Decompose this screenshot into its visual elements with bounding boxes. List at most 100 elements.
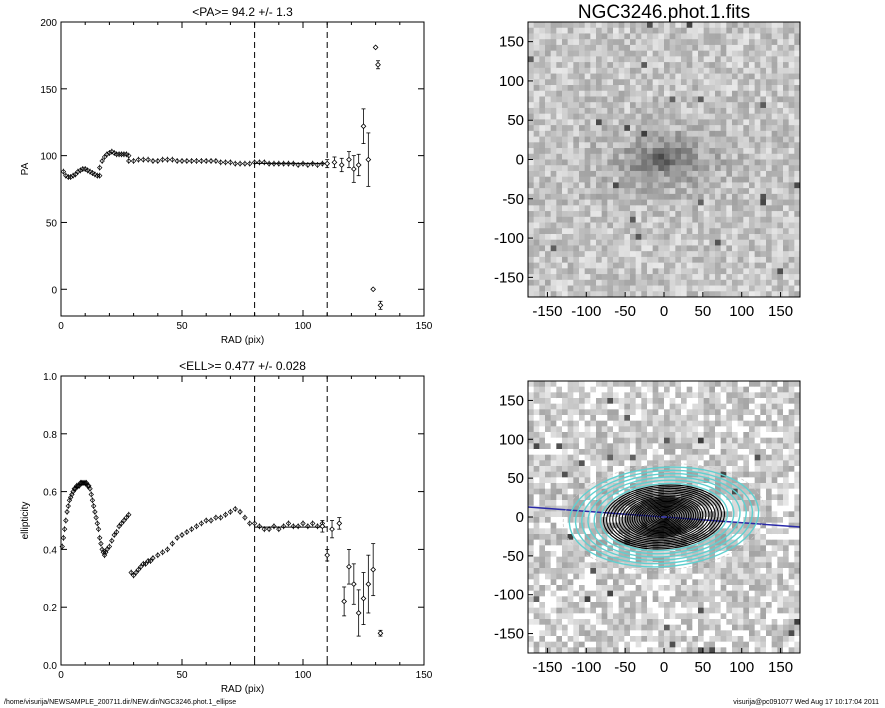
pa-point (300, 160, 306, 167)
img2-xtick-label: 50 (695, 659, 712, 676)
pa-point (123, 151, 130, 157)
pa-point (203, 158, 209, 164)
ell-outer-point (350, 581, 357, 587)
pa-point (106, 150, 113, 156)
pa-ytick-label: 150 (40, 85, 57, 96)
ell-point (98, 540, 104, 547)
img1-xtick-label: -100 (571, 303, 601, 320)
pa-point (242, 160, 248, 167)
ell-outer-point (370, 566, 377, 573)
ell-xlabel: RAD (pix) (221, 684, 264, 695)
ell-point (203, 517, 209, 524)
ell-point (280, 523, 287, 529)
pa-point (101, 154, 108, 160)
pa-outer-point (360, 123, 367, 130)
img1-title: NGC3246.phot.1.fits (578, 2, 750, 23)
pa-point (266, 160, 272, 167)
ell-outer-point (329, 526, 335, 533)
pa-point (314, 162, 321, 168)
img2-xtick-label: 150 (768, 659, 793, 676)
pa-point (82, 166, 88, 172)
img2-inner-isophote (640, 504, 688, 530)
pa-point (218, 159, 224, 166)
pa-xtick-label: 0 (58, 321, 64, 332)
pa-ylabel: PA (20, 162, 31, 175)
ell-point (266, 526, 272, 532)
ell-axes-frame (60, 375, 425, 666)
pa-point (213, 158, 219, 164)
ell-outer-point (341, 598, 348, 605)
pa-point (280, 160, 287, 167)
ell-outer-point (336, 520, 343, 527)
ell-ylabel: ellipticity (20, 502, 31, 540)
img2-inner-isophote (624, 495, 704, 539)
pa-point (135, 156, 142, 163)
ell-point (251, 520, 258, 527)
pa-outer-point (355, 162, 362, 168)
ell-title: <ELL>= 0.477 +/- 0.028 (179, 359, 306, 373)
ell-point (145, 558, 151, 564)
ell-point (88, 491, 94, 498)
ell-point (104, 546, 110, 553)
ell-point (179, 532, 185, 538)
img2-inner-isophote (602, 484, 726, 550)
pa-point (92, 171, 98, 178)
ell-xtick-label: 150 (416, 670, 433, 681)
pa-point (193, 158, 200, 164)
pa-point (65, 174, 71, 180)
img1-ytick-label: 100 (499, 73, 524, 90)
pa-point (198, 158, 205, 164)
ell-point (285, 520, 292, 527)
ell-outer-point (346, 563, 352, 570)
pa-point (271, 160, 277, 167)
img2-ytick-label: 150 (499, 392, 524, 409)
pa-ytick-label: 0 (51, 285, 57, 296)
ell-ytick-label: 0.8 (43, 430, 57, 441)
pa-point (309, 160, 316, 167)
img2-faint-isophote (562, 463, 766, 571)
ell-xtick-label: 0 (58, 670, 64, 681)
img2-outer-isophote (581, 472, 747, 562)
pa-outer-point (375, 61, 381, 68)
ell-point (109, 538, 115, 544)
pa-point (113, 151, 120, 157)
ell-point (111, 532, 117, 538)
ell-point (130, 572, 137, 579)
ell-outer-point (355, 610, 362, 616)
ell-point (121, 517, 127, 524)
pa-point (89, 170, 96, 176)
img2-outer-isophote (587, 476, 741, 558)
ell-point (314, 523, 321, 529)
img1-ytick-label: 50 (507, 112, 524, 129)
pa-point (97, 172, 103, 179)
pa-point (97, 164, 103, 171)
ell-ytick-label: 0.2 (43, 603, 57, 614)
pa-outer-point (324, 160, 331, 167)
ell-point (89, 497, 96, 503)
pa-point (159, 156, 166, 163)
pa-point (118, 151, 125, 157)
pa-point (111, 150, 117, 156)
ell-point (247, 520, 253, 527)
img2-inner-isophote (629, 498, 699, 536)
ell-ytick-label: 0.6 (43, 488, 57, 499)
pa-point (261, 159, 267, 166)
img2-inner-isophote (645, 507, 683, 527)
pa-point (104, 151, 110, 157)
img2-image (527, 380, 801, 654)
img1-xtick-label: 0 (660, 303, 668, 320)
pa-xtick-label: 50 (176, 321, 188, 332)
ell-point (90, 503, 97, 509)
img2-inner-isophote (618, 492, 710, 542)
pa-point (188, 158, 195, 164)
ell-point (150, 555, 156, 561)
ell-point (94, 520, 100, 527)
img2-inner-isophote (621, 494, 707, 540)
ell-point (60, 535, 67, 541)
ell-point (188, 526, 195, 532)
img1-ytick-label: 150 (499, 34, 524, 51)
img2-xtick-label: -100 (571, 659, 601, 676)
pa-title: <PA>= 94.2 +/- 1.3 (192, 5, 293, 19)
pa-xtick-label: 100 (295, 321, 312, 332)
ell-point (198, 520, 205, 527)
